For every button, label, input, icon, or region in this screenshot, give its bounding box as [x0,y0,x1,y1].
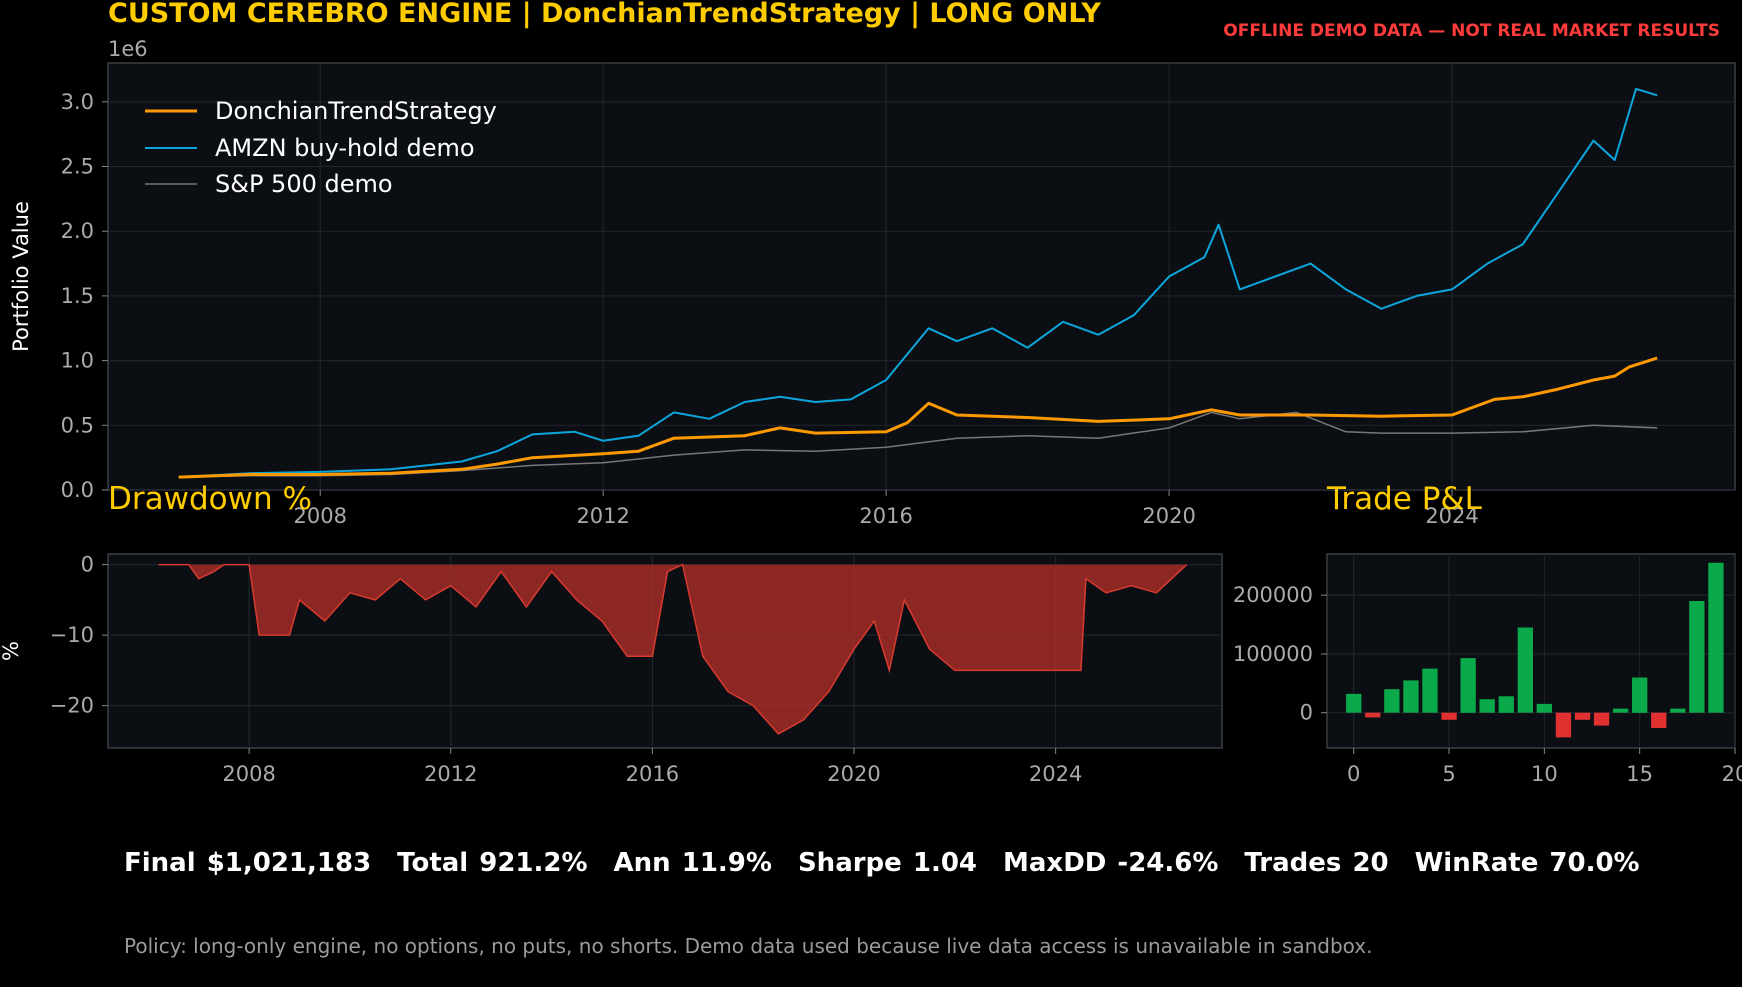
drawdown-y-ticks: 0 −10 −20 [50,553,108,718]
equity-plot-area [107,62,1736,491]
drawdown-x-tick-label: 2024 [1029,762,1082,786]
policy-note: Policy: long-only engine, no options, no… [124,934,1373,958]
equity-x-ticks: 2008 2012 2016 2020 2024 [293,490,1479,528]
trade-pnl-bar [1517,627,1533,713]
drawdown-x-tick-label: 2012 [424,762,477,786]
trade-pnl-bar [1460,658,1476,713]
equity-y-axis-label: Portfolio Value [9,201,33,352]
equity-y-tick-label: 1.0 [61,349,94,373]
equity-x-tick-label: 2020 [1142,504,1195,528]
trade-pnl-bar [1632,677,1648,713]
line-amzn [178,87,1658,479]
legend-label-sp500: S&P 500 demo [215,170,393,198]
stat-total: Total 921.2% [397,848,588,878]
trade-pnl-x-tick-label: 10 [1531,762,1558,786]
drawdown-title: Drawdown % [108,481,312,517]
equity-x-tick-label: 2024 [1425,504,1478,528]
trade-pnl-bar [1574,712,1591,720]
trade-pnl-chart: 0 5 10 15 20 0 100000 200000 [1233,553,1742,786]
legend-label-amzn: AMZN buy-hold demo [215,134,475,162]
trade-pnl-bar [1479,699,1495,713]
equity-offset-label: 1e6 [108,37,148,61]
equity-chart: 2008 2012 2016 2020 2024 0.0 0.5 1.0 1.5 2.0 2.5 3… [9,37,1736,528]
equity-legend: DonchianTrendStrategy AMZN buy-hold demo… [145,97,497,198]
trade-pnl-bar [1689,601,1705,713]
equity-y-tick-label: 1.5 [61,284,94,308]
trade-pnl-bar [1555,712,1572,738]
trade-pnl-y-tick-label: 200000 [1233,583,1313,607]
equity-x-tick-label: 2016 [859,504,912,528]
trade-pnl-bars [1346,562,1724,738]
drawdown-series [158,563,1188,735]
drawdown-x-tick-label: 2008 [222,762,275,786]
page-title: CUSTOM CEREBRO ENGINE | DonchianTrendStr… [108,0,1101,29]
drawdown-y-tick-label: −10 [50,623,94,647]
equity-y-ticks: 0.0 0.5 1.0 1.5 2.0 2.5 3.0 [61,90,108,502]
equity-y-tick-label: 2.0 [61,219,94,243]
equity-y-tick-label: 3.0 [61,90,94,114]
drawdown-y-axis-label: % [0,641,23,661]
stat-ann: Ann 11.9% [613,848,772,878]
trade-pnl-bar [1403,680,1419,713]
stat-trades: Trades 20 [1244,848,1389,878]
trade-pnl-bar [1384,689,1400,713]
trade-pnl-bar [1346,693,1362,713]
stat-winrate: WinRate 70.0% [1414,848,1640,878]
line-strategy [178,356,1658,479]
trade-pnl-y-tick-label: 0 [1300,701,1313,725]
stat-maxdd: MaxDD -24.6% [1003,848,1219,878]
equity-x-tick-label: 2008 [293,504,346,528]
drawdown-area [158,564,1187,734]
trade-pnl-bar [1441,712,1457,720]
trade-pnl-bar [1613,708,1629,713]
trade-pnl-title: Trade P&L [1327,481,1482,517]
drawdown-line [158,563,1188,735]
trade-pnl-bar [1422,668,1438,713]
trade-pnl-x-tick-label: 15 [1626,762,1653,786]
demo-warning: OFFLINE DEMO DATA — NOT REAL MARKET RESU… [1223,21,1720,41]
trade-pnl-x-ticks: 0 5 10 15 20 [1347,748,1742,786]
drawdown-x-tick-label: 2016 [626,762,679,786]
equity-y-tick-label: 2.5 [61,155,94,179]
equity-series [178,87,1658,479]
equity-x-tick-label: 2012 [576,504,629,528]
trade-pnl-x-tick-label: 5 [1442,762,1455,786]
equity-y-tick-label: 0.5 [61,413,94,437]
trade-pnl-x-tick-label: 20 [1722,762,1742,786]
stat-sharpe: Sharpe 1.04 [797,848,978,878]
trade-pnl-bar [1708,562,1724,713]
drawdown-chart: 2008 2012 2016 2020 2024 0 −10 −20 % [0,553,1223,786]
trade-pnl-y-tick-label: 100000 [1233,642,1313,666]
equity-y-tick-label: 0.0 [61,478,94,502]
trade-pnl-bar [1651,712,1667,728]
stat-final: Final $1,021,183 [124,848,372,878]
trade-pnl-bar [1593,712,1610,726]
drawdown-x-tick-label: 2020 [827,762,880,786]
trade-pnl-bar [1536,703,1552,713]
drawdown-x-ticks: 2008 2012 2016 2020 2024 [222,748,1082,786]
trade-pnl-bar [1365,712,1381,718]
trade-pnl-x-tick-label: 0 [1347,762,1360,786]
trade-pnl-bar [1670,708,1686,713]
legend-label-strategy: DonchianTrendStrategy [215,97,497,125]
trade-pnl-y-ticks: 0 100000 200000 [1233,583,1327,725]
drawdown-y-tick-label: −20 [50,694,94,718]
trade-pnl-bar [1498,696,1514,713]
drawdown-y-tick-label: 0 [81,553,94,577]
stats-summary: Final $1,021,183 Total 921.2% Ann 11.9% Sha… [124,848,1666,878]
